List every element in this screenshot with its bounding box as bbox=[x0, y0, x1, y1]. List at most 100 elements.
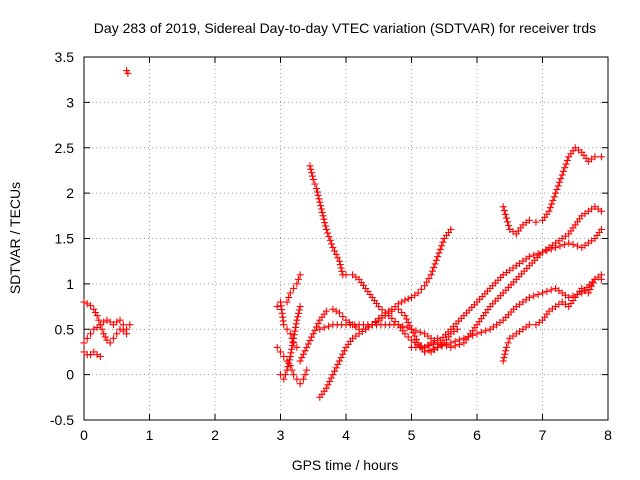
data-point bbox=[434, 343, 442, 351]
data-point bbox=[124, 69, 132, 77]
x-tick-label: 4 bbox=[342, 427, 350, 443]
data-point bbox=[123, 330, 131, 338]
data-point bbox=[273, 343, 281, 351]
data-point bbox=[321, 219, 329, 227]
data-point bbox=[87, 302, 95, 310]
grid bbox=[84, 57, 608, 420]
data-point bbox=[296, 271, 304, 279]
data-point bbox=[439, 238, 447, 246]
y-tick-label: -0.5 bbox=[50, 412, 74, 428]
data-point bbox=[301, 347, 309, 355]
data-point bbox=[317, 202, 325, 210]
data-point bbox=[296, 303, 304, 311]
data-point bbox=[288, 342, 296, 350]
data-point bbox=[309, 330, 317, 338]
data-point bbox=[322, 222, 330, 230]
data-point bbox=[412, 327, 420, 335]
data-point bbox=[314, 191, 322, 199]
data-point bbox=[311, 326, 319, 334]
data-point bbox=[432, 256, 440, 264]
data-point bbox=[313, 185, 321, 193]
data-point bbox=[299, 350, 307, 358]
data-point bbox=[283, 366, 291, 374]
data-point bbox=[428, 267, 436, 275]
data-point bbox=[338, 267, 346, 275]
data-point bbox=[109, 334, 117, 342]
data-point bbox=[285, 359, 293, 367]
data-point bbox=[306, 337, 314, 345]
chart-title: Day 283 of 2019, Sidereal Day-to-day VTE… bbox=[94, 20, 596, 36]
data-point bbox=[421, 348, 429, 356]
data-point bbox=[281, 371, 289, 379]
data-point bbox=[565, 293, 573, 301]
data-point bbox=[421, 282, 429, 290]
data-point bbox=[557, 175, 565, 183]
x-tick-label: 8 bbox=[604, 427, 612, 443]
data-point bbox=[306, 162, 314, 170]
data-point bbox=[431, 260, 439, 268]
data-point bbox=[320, 215, 328, 223]
data-point bbox=[322, 384, 330, 392]
data-point bbox=[398, 308, 406, 316]
data-point bbox=[299, 375, 307, 383]
data-point bbox=[329, 244, 337, 252]
data-point bbox=[301, 371, 309, 379]
data-point bbox=[291, 327, 299, 335]
data-point bbox=[295, 306, 303, 314]
y-tick-label: 0 bbox=[66, 367, 74, 383]
data-point bbox=[403, 324, 411, 332]
data-point bbox=[286, 289, 294, 297]
data-point bbox=[388, 307, 396, 315]
data-point bbox=[329, 371, 337, 379]
data-point bbox=[335, 257, 343, 265]
data-point bbox=[505, 222, 513, 230]
data-point bbox=[331, 247, 339, 255]
y-tick-label: 0.5 bbox=[55, 321, 75, 337]
data-point bbox=[530, 292, 538, 300]
data-point bbox=[100, 330, 108, 338]
data-point bbox=[340, 347, 348, 355]
data-point bbox=[399, 322, 407, 330]
x-tick-label: 2 bbox=[211, 427, 219, 443]
data-point bbox=[500, 354, 508, 362]
data-point bbox=[552, 189, 560, 197]
data-point bbox=[339, 350, 347, 358]
data-point bbox=[93, 312, 101, 320]
data-point bbox=[554, 182, 562, 190]
data-point bbox=[83, 334, 91, 342]
data-point bbox=[586, 286, 594, 294]
data-point bbox=[283, 298, 291, 306]
data-point bbox=[293, 375, 301, 383]
data-point bbox=[442, 340, 450, 348]
data-point bbox=[525, 253, 533, 261]
data-point bbox=[280, 321, 288, 329]
data-point bbox=[394, 321, 402, 329]
data-point bbox=[561, 164, 569, 172]
data-point bbox=[334, 360, 342, 368]
data-point bbox=[545, 207, 553, 215]
data-point bbox=[401, 312, 409, 320]
data-point bbox=[303, 366, 311, 374]
data-point bbox=[328, 240, 336, 248]
data-point bbox=[290, 284, 298, 292]
data-point bbox=[316, 198, 324, 206]
data-point bbox=[98, 325, 106, 333]
data-point bbox=[95, 316, 103, 324]
data-point bbox=[597, 153, 605, 161]
data-point bbox=[499, 203, 507, 211]
data-point bbox=[447, 225, 455, 233]
data-point bbox=[534, 290, 542, 298]
data-point bbox=[548, 200, 556, 208]
data-point bbox=[546, 204, 554, 212]
data-point bbox=[556, 178, 564, 186]
data-point bbox=[322, 307, 330, 315]
data-point bbox=[336, 261, 344, 269]
data-point bbox=[438, 342, 446, 350]
data-point bbox=[335, 309, 343, 317]
data-point bbox=[324, 381, 332, 389]
data-point bbox=[597, 225, 605, 233]
data-point bbox=[91, 308, 99, 316]
data-point bbox=[447, 339, 455, 347]
data-point bbox=[534, 250, 542, 258]
y-tick-label: 1 bbox=[66, 276, 74, 292]
